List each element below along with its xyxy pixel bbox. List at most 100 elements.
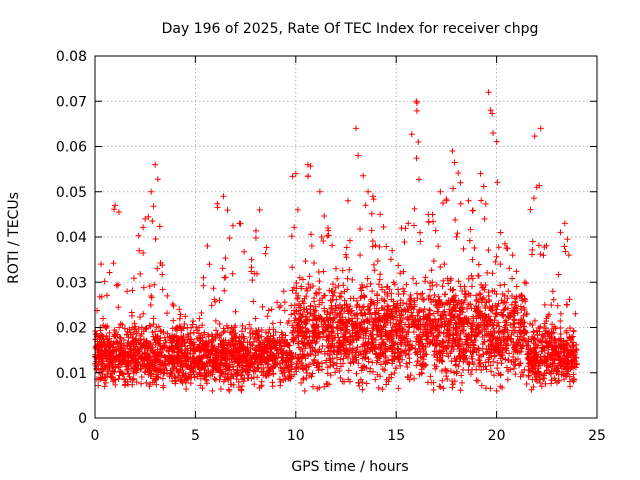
data-point bbox=[413, 107, 420, 114]
data-point bbox=[468, 283, 475, 290]
data-point bbox=[512, 371, 519, 378]
data-point bbox=[137, 270, 144, 277]
data-point bbox=[230, 342, 237, 349]
data-point bbox=[357, 252, 364, 259]
data-point bbox=[521, 296, 528, 303]
data-point bbox=[471, 333, 478, 340]
data-point bbox=[459, 352, 466, 359]
data-point bbox=[499, 355, 506, 362]
data-point bbox=[319, 328, 326, 335]
data-point bbox=[312, 290, 319, 297]
data-point bbox=[410, 306, 417, 313]
data-point bbox=[458, 299, 465, 306]
data-point bbox=[382, 346, 389, 353]
data-point bbox=[159, 352, 166, 359]
data-point bbox=[295, 327, 302, 334]
data-point bbox=[204, 340, 211, 347]
data-point bbox=[439, 283, 446, 290]
data-point bbox=[447, 275, 454, 282]
data-point bbox=[312, 303, 319, 310]
data-point bbox=[483, 385, 490, 392]
data-point bbox=[289, 287, 296, 294]
data-point bbox=[452, 292, 459, 299]
y-tick-label: 0.01 bbox=[56, 366, 87, 382]
data-point bbox=[297, 346, 304, 353]
data-point bbox=[248, 360, 255, 367]
data-point bbox=[526, 320, 533, 327]
data-point bbox=[143, 324, 150, 331]
data-point bbox=[529, 238, 536, 245]
data-point bbox=[199, 322, 206, 329]
data-point bbox=[353, 297, 360, 304]
y-tick-label: 0.03 bbox=[56, 275, 87, 291]
data-point bbox=[186, 342, 193, 349]
data-point bbox=[439, 358, 446, 365]
data-point bbox=[369, 288, 376, 295]
data-point bbox=[343, 301, 350, 308]
data-point bbox=[385, 357, 392, 364]
data-point bbox=[510, 324, 517, 331]
data-point bbox=[437, 383, 444, 390]
data-point bbox=[569, 339, 576, 346]
data-point bbox=[469, 256, 476, 263]
data-point bbox=[449, 384, 456, 391]
x-axis-label: GPS time / hours bbox=[291, 459, 408, 475]
data-point bbox=[334, 330, 341, 337]
data-point bbox=[527, 206, 534, 213]
data-point bbox=[229, 270, 236, 277]
data-point bbox=[539, 347, 546, 354]
data-point bbox=[252, 227, 259, 234]
data-point bbox=[421, 306, 428, 313]
data-point bbox=[281, 299, 288, 306]
data-point bbox=[247, 345, 254, 352]
data-point bbox=[537, 251, 544, 258]
data-point bbox=[458, 321, 465, 328]
data-point bbox=[201, 329, 208, 336]
data-point bbox=[512, 299, 519, 306]
data-point bbox=[427, 373, 434, 380]
data-point bbox=[523, 381, 530, 388]
data-point bbox=[370, 196, 377, 203]
data-point bbox=[537, 371, 544, 378]
data-point bbox=[468, 272, 475, 279]
data-point bbox=[457, 336, 464, 343]
data-point bbox=[383, 381, 390, 388]
data-point bbox=[440, 277, 447, 284]
data-point bbox=[387, 319, 394, 326]
x-tick-label: 15 bbox=[387, 428, 405, 444]
data-point bbox=[460, 245, 467, 252]
data-point bbox=[268, 306, 275, 313]
data-point bbox=[486, 336, 493, 343]
data-point bbox=[459, 309, 466, 316]
data-point bbox=[457, 283, 464, 290]
data-point bbox=[309, 317, 316, 324]
data-point bbox=[219, 265, 226, 272]
data-point bbox=[125, 370, 132, 377]
data-point bbox=[220, 193, 227, 200]
data-point bbox=[407, 292, 414, 299]
data-point bbox=[504, 376, 511, 383]
data-point bbox=[554, 302, 561, 309]
data-point bbox=[350, 359, 357, 366]
data-point bbox=[538, 331, 545, 338]
data-point bbox=[469, 275, 476, 282]
data-point bbox=[201, 373, 208, 380]
data-point bbox=[505, 288, 512, 295]
data-point bbox=[159, 271, 166, 278]
data-point bbox=[277, 319, 284, 326]
data-point bbox=[315, 367, 322, 374]
data-point bbox=[368, 210, 375, 217]
data-point bbox=[557, 331, 564, 338]
data-point bbox=[394, 326, 401, 333]
data-point bbox=[187, 330, 194, 337]
data-point bbox=[148, 293, 155, 300]
data-point bbox=[560, 365, 567, 372]
data-point bbox=[125, 334, 132, 341]
data-point bbox=[461, 297, 468, 304]
data-point bbox=[414, 290, 421, 297]
data-point bbox=[530, 328, 537, 335]
data-point bbox=[340, 282, 347, 289]
data-point bbox=[548, 330, 555, 337]
data-point bbox=[267, 346, 274, 353]
data-point bbox=[406, 355, 413, 362]
